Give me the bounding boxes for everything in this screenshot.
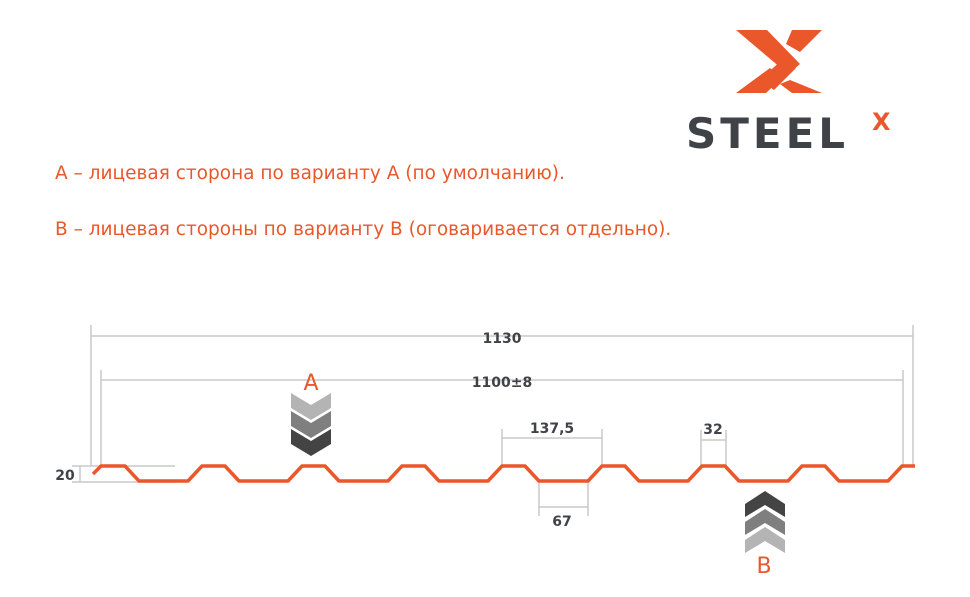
dim-bottom-label: 67 (552, 514, 571, 530)
dim-pitch-label: 137,5 (530, 421, 574, 437)
dim-line-useful (100, 370, 904, 466)
side-a-label: A (303, 371, 318, 396)
legend-line-a: А – лицевая сторона по варианту А (по ум… (55, 163, 565, 184)
dim-line-top (700, 430, 727, 466)
legend-line-b: В – лицевая стороны по варианту В (огова… (55, 219, 672, 240)
side-a-chevrons-icon (291, 393, 331, 456)
dimension-lines (72, 325, 914, 516)
dim-line-bottom (538, 482, 589, 516)
dim-useful-label: 1100±8 (472, 375, 532, 391)
dim-height-label: 20 (55, 468, 75, 484)
side-b-label: B (756, 554, 771, 579)
dim-line-total (90, 325, 914, 466)
side-b-chevrons-icon (745, 491, 785, 553)
dim-total-label: 1130 (483, 331, 522, 347)
dim-top-label: 32 (703, 422, 722, 438)
dim-line-pitch (501, 429, 603, 466)
profile-line (91, 464, 915, 483)
